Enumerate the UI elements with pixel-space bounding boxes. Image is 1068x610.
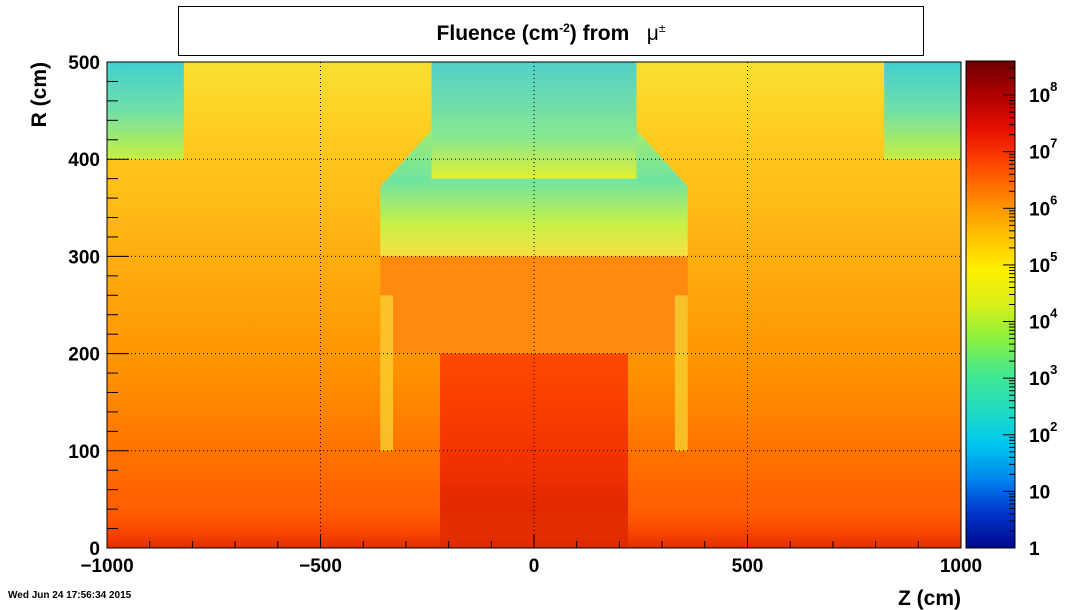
x-tick-label: −500 [299, 556, 342, 577]
region-top-center [431, 62, 637, 179]
plot-grid [107, 62, 961, 548]
y-tick-label: 400 [68, 150, 100, 171]
colorbar-tick-label: 103 [1029, 362, 1057, 390]
title-particle-sup: ± [658, 21, 666, 35]
x-tick-label: 500 [732, 556, 764, 577]
region-side-wall-left [380, 295, 394, 451]
colorbar-tick-label: 104 [1029, 306, 1058, 334]
region-side-wall-right [674, 295, 688, 451]
chart-title: Fluence (cm-2) from μ± [179, 21, 923, 46]
chart-title-box: Fluence (cm-2) from μ± [178, 6, 924, 56]
colorbar-tick-label: 107 [1029, 136, 1057, 164]
color-scale-bar: 1 10 102 103 104 105 106 107 108 [965, 60, 1058, 560]
y-tick-label: 200 [68, 345, 100, 366]
y-tick-label: 300 [68, 247, 100, 268]
region-forward-far-right [884, 62, 961, 160]
colorbar-tick-label: 106 [1029, 192, 1057, 220]
plot-axes: −1000 −500 0 500 1000 0 100 200 300 400 500 [68, 53, 982, 577]
region-forward-far-left [107, 62, 184, 160]
colorbar-tick-label: 105 [1029, 249, 1057, 277]
timestamp: Wed Jun 24 17:56:34 2015 [8, 590, 132, 601]
colorbar-tick-label: 108 [1029, 79, 1057, 107]
x-axis-label: Z (cm) [898, 587, 961, 610]
x-tick-label: 0 [529, 556, 540, 577]
y-tick-label: 500 [68, 53, 100, 74]
region-inner-barrel [380, 256, 688, 354]
x-tick-label: −1000 [80, 556, 133, 577]
title-prefix: Fluence (cm [436, 22, 560, 45]
y-axis-label: R (cm) [28, 62, 51, 127]
title-particle: μ [646, 22, 659, 45]
colorbar-tick-label: 10 [1029, 482, 1050, 503]
title-suffix: ) from [569, 22, 630, 45]
x-tick-label: 1000 [940, 556, 982, 577]
color-scale-gradient [965, 60, 1016, 549]
y-tick-label: 100 [68, 442, 100, 463]
colorbar-tick-label: 102 [1029, 419, 1057, 447]
title-exponent: -2 [559, 21, 570, 35]
y-tick-label: 0 [89, 539, 100, 560]
colorbar-tick-label: 1 [1029, 539, 1040, 560]
